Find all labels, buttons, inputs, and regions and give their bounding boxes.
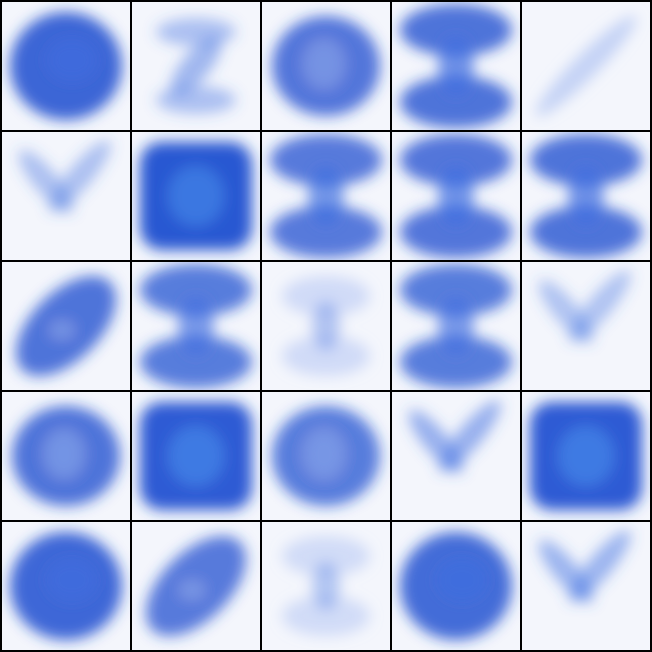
- tile-shape: [304, 430, 344, 478]
- tile-shape: [282, 336, 370, 376]
- tile-shape: [438, 166, 474, 226]
- grid-tile: [522, 522, 650, 650]
- tile-shape: [400, 4, 512, 56]
- tile-shape: [170, 36, 222, 96]
- tile-shape: [568, 270, 631, 343]
- tile-image: [400, 532, 512, 640]
- grid-tile: [522, 2, 650, 130]
- tile-shape: [168, 166, 224, 226]
- tile-shape: [558, 426, 614, 486]
- tile-shape: [156, 86, 236, 114]
- tile-shape: [156, 18, 236, 46]
- tile-shape: [312, 302, 340, 350]
- grid-tile: [262, 392, 390, 520]
- grid-tile: [262, 522, 390, 650]
- tile-shape: [44, 430, 84, 478]
- tile-image: [140, 142, 252, 250]
- grid-tile: [392, 522, 520, 650]
- tile-shape: [46, 38, 98, 82]
- tile-image: [10, 532, 122, 640]
- tile-shape: [438, 400, 501, 473]
- tile-image: [400, 4, 512, 128]
- tile-image: [535, 15, 637, 117]
- tile-image: [12, 406, 120, 506]
- tile-shape: [400, 336, 512, 388]
- grid-tile: [132, 132, 260, 260]
- tile-image: [10, 12, 122, 120]
- tile-image: [18, 140, 111, 214]
- grid-tile: [2, 522, 130, 650]
- grid-tile: [392, 132, 520, 260]
- tile-image: [270, 134, 382, 258]
- tile-shape: [270, 206, 382, 258]
- grid-tile: [522, 132, 650, 260]
- tile-image: [156, 18, 236, 114]
- tile-shape: [400, 264, 512, 316]
- tile-shape: [48, 140, 111, 213]
- grid-tile: [132, 2, 260, 130]
- grid-tile: [2, 2, 130, 130]
- tile-image: [282, 276, 370, 376]
- tile-image: [400, 134, 512, 258]
- tile-shape: [140, 264, 252, 316]
- tile-shape: [270, 134, 382, 186]
- tile-image: [530, 134, 642, 258]
- tile-image: [272, 16, 380, 116]
- grid-tile: [522, 262, 650, 390]
- tile-shape: [568, 530, 631, 603]
- tile-shape: [400, 134, 512, 186]
- tile-shape: [438, 296, 474, 356]
- tile-shape: [400, 206, 512, 258]
- tile-shape: [535, 15, 637, 117]
- tile-shape: [282, 536, 370, 576]
- tile-shape: [180, 582, 204, 598]
- grid-tile: [262, 2, 390, 130]
- tile-shape: [46, 558, 98, 602]
- tile-image: [408, 400, 501, 474]
- tile-image: [400, 264, 512, 388]
- tile-image: [538, 530, 631, 604]
- tile-shape: [312, 562, 340, 610]
- tile-image: [140, 402, 252, 510]
- tile-image: [530, 402, 642, 510]
- tile-image: [272, 406, 380, 506]
- tile-shape: [530, 206, 642, 258]
- grid-tile: [132, 262, 260, 390]
- grid-tile: [2, 392, 130, 520]
- tile-image: [282, 536, 370, 636]
- grid-tile: [132, 522, 260, 650]
- tile-shape: [304, 40, 344, 88]
- grid-tile: [2, 132, 130, 260]
- grid-tile: [522, 392, 650, 520]
- tile-image: [538, 270, 631, 344]
- grid-tile: [262, 132, 390, 260]
- tile-image: [15, 276, 116, 376]
- grid-tile: [2, 262, 130, 390]
- tile-shape: [168, 426, 224, 486]
- tile-shape: [530, 134, 642, 186]
- tile-shape: [438, 36, 474, 96]
- tile-shape: [178, 296, 214, 356]
- tile-shape: [436, 558, 488, 602]
- tile-shape: [50, 322, 74, 338]
- tile-shape: [282, 276, 370, 316]
- tile-shape: [400, 76, 512, 128]
- tile-shape: [282, 596, 370, 636]
- tile-image: [146, 536, 246, 636]
- tile-shape: [308, 166, 344, 226]
- grid-tile: [392, 262, 520, 390]
- tile-shape: [568, 166, 604, 226]
- grid-tile: [392, 392, 520, 520]
- tile-image: [140, 264, 252, 388]
- grid-tile: [132, 392, 260, 520]
- tile-shape: [140, 336, 252, 388]
- grid-tile: [262, 262, 390, 390]
- grid-tile: [392, 2, 520, 130]
